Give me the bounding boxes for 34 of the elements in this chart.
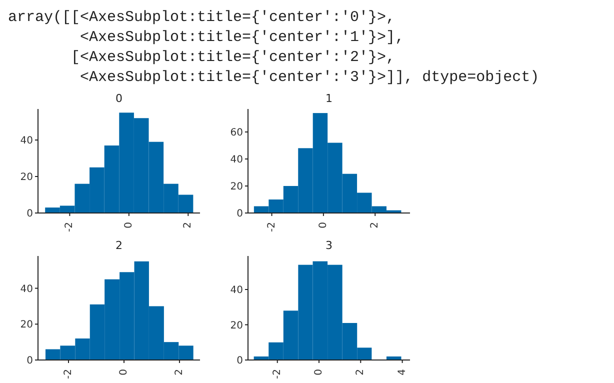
x-tick-label: 2 (182, 222, 194, 228)
y-tick-label: 20 (230, 320, 243, 332)
x-tick-label: 0 (314, 369, 325, 376)
x-tick-label: 2 (174, 369, 185, 376)
y-tick-label: 40 (20, 136, 33, 147)
y-tick-label: 20 (230, 182, 243, 193)
y-tick-label: 40 (20, 284, 33, 295)
y-tick-label: 20 (20, 320, 33, 331)
y-tick-label: 0 (26, 356, 33, 367)
y-tick-label: 40 (230, 154, 243, 166)
chart-title: 1 (324, 92, 334, 105)
x-tick-label: 0 (118, 369, 130, 376)
x-tick-label: 4 (396, 369, 408, 376)
x-tick-label: 2 (370, 222, 381, 228)
y-tick-label: 60 (230, 128, 243, 139)
x-tick-label: -2 (64, 222, 76, 232)
x-tick-label: 2 (355, 369, 366, 376)
y-tick-label: 0 (236, 356, 243, 367)
chart-title: 3 (324, 239, 334, 252)
y-tick-label: 20 (20, 172, 33, 184)
text: <AxesSubplot:title={'center':'1'}>], (79, 28, 406, 48)
text: [<AxesSubplot:title={'center':'2'}>, (70, 48, 396, 68)
chart-title: 0 (114, 92, 124, 105)
y-tick-label: 40 (230, 285, 243, 296)
text: <AxesSubplot:title={'center':'3'}>]], dtype=object) (79, 68, 540, 88)
x-tick-label: 0 (123, 222, 134, 228)
x-tick-label: 0 (318, 222, 329, 228)
chart-title: 2 (114, 239, 124, 252)
text: array([[<AxesSubplot:title={'center':'0'}>, (8, 8, 396, 28)
x-tick-label: -2 (63, 369, 74, 379)
y-tick-label: 0 (26, 208, 33, 220)
y-tick-label: 0 (236, 208, 243, 220)
x-tick-label: -2 (266, 222, 278, 232)
x-tick-label: -2 (272, 369, 283, 379)
